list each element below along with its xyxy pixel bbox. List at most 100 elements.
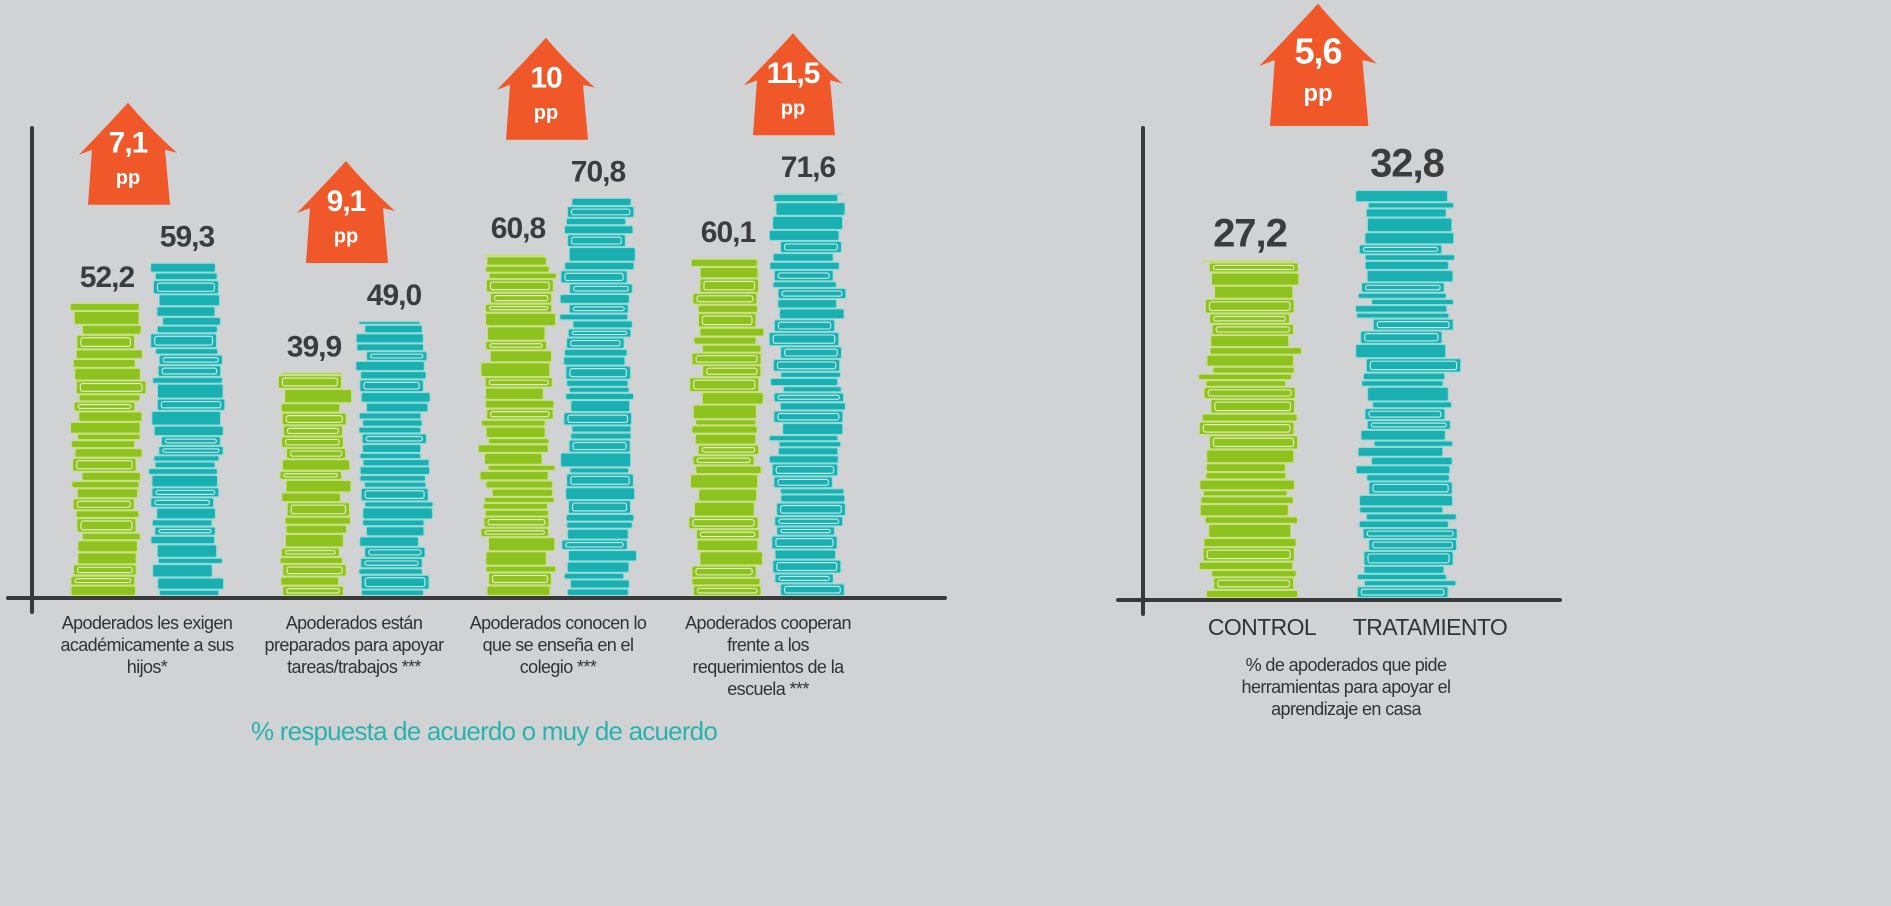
- book: [365, 526, 425, 537]
- book: [76, 518, 137, 533]
- book-detail: [784, 585, 841, 594]
- book: [566, 561, 630, 573]
- book: [560, 452, 632, 468]
- book-detail: [706, 367, 758, 375]
- bar: [148, 262, 226, 596]
- book: [148, 468, 218, 475]
- book-detail: [1372, 541, 1454, 549]
- bar: [768, 193, 847, 596]
- book-detail: [784, 348, 838, 357]
- book: [1198, 373, 1293, 381]
- book: [768, 455, 839, 464]
- book: [362, 459, 430, 467]
- book: [150, 262, 216, 273]
- book: [697, 313, 757, 328]
- book: [361, 433, 427, 444]
- book: [281, 459, 351, 471]
- book: [1202, 490, 1288, 497]
- book: [565, 365, 631, 380]
- book: [285, 524, 347, 534]
- book: [279, 470, 342, 480]
- book-detail: [571, 236, 622, 245]
- book: [697, 444, 760, 455]
- book: [72, 457, 137, 472]
- book: [489, 292, 553, 304]
- book-detail: [1364, 284, 1441, 291]
- book: [150, 333, 217, 349]
- book: [360, 392, 431, 403]
- book: [358, 568, 423, 575]
- book: [1366, 420, 1451, 430]
- book: [1205, 472, 1287, 480]
- book-detail: [573, 285, 629, 292]
- annotation-arrow: [79, 102, 177, 205]
- book: [1355, 465, 1451, 475]
- book: [1362, 528, 1458, 539]
- book: [1361, 380, 1444, 387]
- book: [81, 471, 141, 481]
- book-detail: [572, 441, 627, 451]
- book-detail: [77, 403, 132, 410]
- book-detail: [285, 415, 343, 423]
- book-detail: [780, 504, 842, 514]
- book: [691, 425, 758, 434]
- book: [1209, 313, 1290, 324]
- book: [70, 421, 141, 434]
- value-label: 59,3: [160, 221, 215, 254]
- book: [158, 354, 223, 366]
- book: [1210, 335, 1290, 347]
- book: [768, 230, 840, 241]
- book: [695, 529, 760, 540]
- book: [74, 367, 141, 381]
- book: [78, 411, 143, 422]
- value-label: 70,8: [571, 156, 626, 189]
- book: [1372, 401, 1452, 409]
- book: [1364, 232, 1455, 245]
- book: [70, 575, 136, 586]
- book: [1356, 312, 1450, 319]
- book: [1362, 372, 1446, 381]
- book: [780, 583, 845, 596]
- book-detail: [160, 400, 222, 409]
- book-detail: [1362, 246, 1439, 252]
- book: [772, 359, 841, 372]
- book: [559, 313, 629, 321]
- book-detail: [1212, 264, 1295, 271]
- book: [774, 549, 836, 560]
- bar: [477, 254, 557, 596]
- book: [72, 359, 136, 368]
- book-detail: [290, 504, 347, 515]
- book: [695, 465, 762, 474]
- x-axis-title: % de apoderados que pide herramientas pa…: [1241, 655, 1452, 719]
- book-detail: [692, 518, 755, 527]
- book: [491, 488, 554, 497]
- annotation-label: 11,5: [767, 57, 820, 90]
- book-detail: [1364, 333, 1439, 342]
- value-label: 49,0: [367, 279, 422, 312]
- book-detail: [1207, 389, 1292, 397]
- book: [480, 527, 549, 538]
- book: [772, 281, 837, 288]
- book: [362, 507, 433, 520]
- book-detail: [780, 528, 832, 534]
- book-detail: [154, 335, 214, 346]
- book: [485, 551, 547, 566]
- x-tick-label: Apoderados conocen lo que se enseña en e…: [469, 613, 647, 677]
- book-detail: [572, 306, 625, 312]
- book-detail: [699, 531, 756, 538]
- book: [571, 425, 632, 433]
- book: [361, 589, 424, 596]
- book: [782, 386, 842, 393]
- book: [564, 225, 634, 235]
- book: [570, 400, 631, 413]
- book-detail: [570, 208, 631, 216]
- book-detail: [1212, 437, 1295, 448]
- book: [1357, 292, 1447, 299]
- book: [769, 261, 840, 270]
- book: [1198, 561, 1294, 570]
- x-axis-title: % respuesta de acuerdo o muy de acuerdo: [251, 716, 717, 746]
- book: [162, 316, 221, 326]
- book: [568, 439, 631, 453]
- book: [780, 494, 846, 503]
- book: [156, 325, 218, 334]
